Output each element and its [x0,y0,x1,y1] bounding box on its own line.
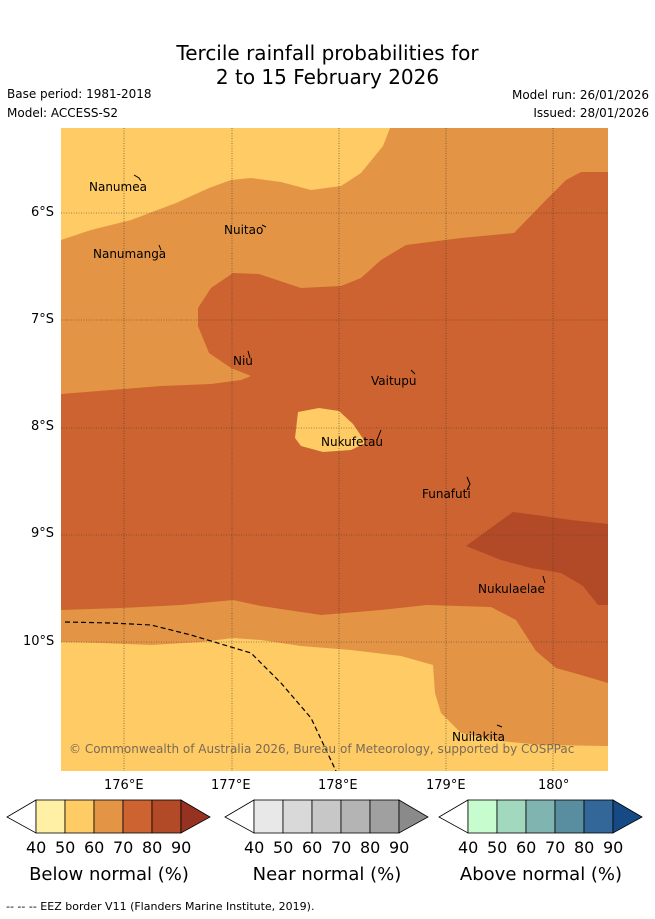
atoll-markers [133,174,546,728]
legend-above-normal-title: Above normal (%) [459,864,623,885]
legend-swatch [151,799,182,834]
place-label-nuitao: Nuitao [224,223,264,237]
legend-swatch [64,799,95,834]
lon-tick-177e: 177°E [211,778,251,793]
legend-tick-label: 70 [331,838,352,857]
region-below-50-nukufetau [295,408,366,452]
legend-above-normal-colorbar [438,799,643,834]
copyright-notice: © Commonwealth of Australia 2026, Bureau… [69,742,575,756]
place-label-nukulaelae: Nukulaelae [478,582,545,596]
place-label-vaitupu: Vaitupu [371,374,417,388]
legend-arrow-left [224,799,255,834]
legend-swatch [583,799,614,834]
lat-tick-10s: 10°S [23,634,55,649]
model-run: Model run: 26/01/2026 [511,88,649,102]
region-below-50-south [61,638,608,771]
legend-tick-label: 90 [603,838,624,857]
legend-tick-label: 40 [244,838,265,857]
lat-tick-8s: 8°S [31,419,55,434]
map-title-line1: Tercile rainfall probabilities for [176,41,479,65]
legend-swatch [525,799,556,834]
legend-tick-label: 40 [458,838,479,857]
place-label-nukufetau: Nukufetau [321,435,384,449]
legend-swatch [35,799,66,834]
base-period: Base period: 1981-2018 [7,87,152,101]
map-grid [61,128,608,771]
legend-swatch [93,799,124,834]
region-below-50-north [61,128,390,240]
legend-near-normal-colorbar [224,799,429,834]
probability-map [61,128,608,771]
legend-swatch [467,799,498,834]
legend-swatch [311,799,342,834]
lon-tick-176e: 176°E [104,778,144,793]
lon-tick-179e: 179°E [426,778,466,793]
legend-tick-label: 60 [302,838,323,857]
place-label-nanumanga: Nanumanga [93,247,167,261]
place-label-nuilakita: Nuilakita [452,730,505,744]
legend-tick-label: 70 [113,838,134,857]
legend-arrow-left [438,799,469,834]
legend-tick-label: 50 [273,838,294,857]
legend-tick-label: 70 [545,838,566,857]
legend-tick-label: 90 [171,838,192,857]
legend-near-normal-title: Near normal (%) [252,864,402,885]
eez-footnote: -- -- -- EEZ border V11 (Flanders Marine… [6,900,315,913]
legend-swatch [496,799,527,834]
lon-tick-178e: 178°E [318,778,358,793]
lat-tick-9s: 9°S [31,526,55,541]
legend-swatch [282,799,313,834]
legend-tick-label: 80 [360,838,381,857]
legend-tick-label: 60 [516,838,537,857]
legend-tick-label: 60 [84,838,105,857]
lat-tick-6s: 6°S [31,205,55,220]
issued-date: Issued: 28/01/2026 [533,106,649,120]
model-name: Model: ACCESS-S2 [7,106,119,120]
legend-tick-label: 80 [142,838,163,857]
legend-arrow-right [612,799,643,834]
legend-swatch [369,799,400,834]
legend-tick-label: 50 [55,838,76,857]
eez-border [64,621,337,771]
lat-tick-7s: 7°S [31,312,55,327]
legend-swatch [122,799,153,834]
legend-tick-label: 40 [26,838,47,857]
legend-tick-label: 50 [487,838,508,857]
legend-swatch [253,799,284,834]
legend-below-normal-colorbar [6,799,211,834]
legend-tick-label: 80 [574,838,595,857]
legend-arrow-left [6,799,37,834]
legend-below-normal-title: Below normal (%) [29,864,189,885]
place-label-nanumea: Nanumea [89,180,147,194]
place-label-niu: Niu [233,354,253,368]
lon-tick-180: 180° [538,778,570,793]
legend-arrow-right [180,799,211,834]
map-title-line2: 2 to 15 February 2026 [215,65,440,89]
legend-tick-label: 90 [389,838,410,857]
legend-arrow-right [398,799,429,834]
legend-swatch [554,799,585,834]
place-label-funafuti: Funafuti [422,487,471,501]
legend-swatch [340,799,371,834]
